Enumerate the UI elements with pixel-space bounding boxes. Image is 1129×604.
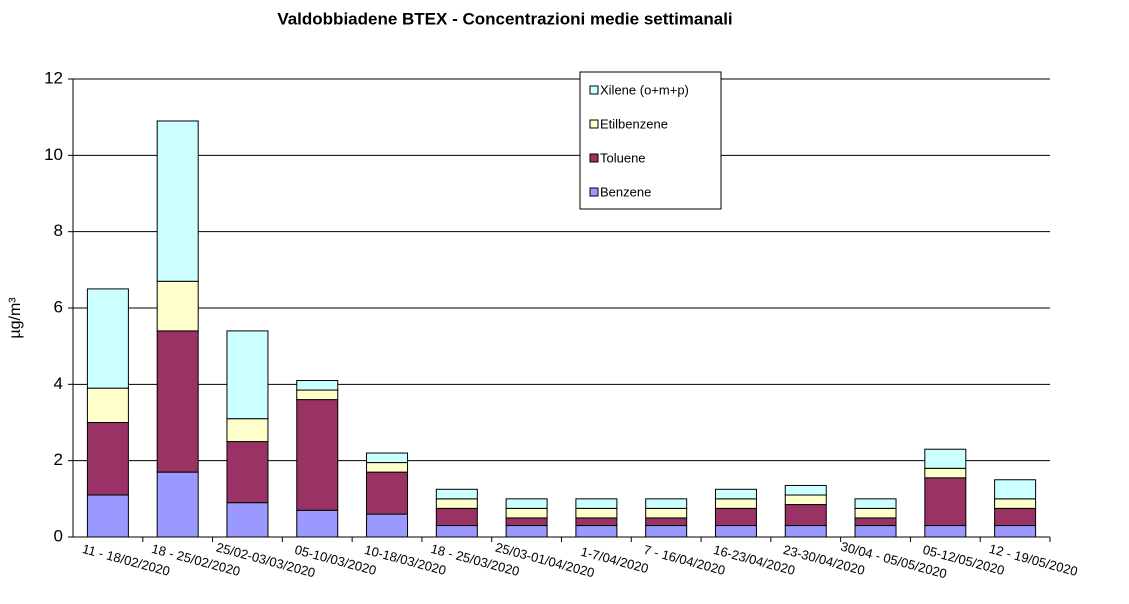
bar-segment xyxy=(86,387,129,423)
bar-segment xyxy=(994,498,1037,509)
bar-segment xyxy=(226,330,269,420)
bar-segment xyxy=(645,517,688,527)
bar-segment xyxy=(226,441,269,504)
legend-swatch xyxy=(589,119,599,129)
legend-swatch xyxy=(589,153,599,163)
legend-swatch xyxy=(589,187,599,197)
bar-segment xyxy=(435,488,478,500)
bar-segment xyxy=(156,280,199,332)
bar-segment xyxy=(296,380,339,391)
y-tick-label: 12 xyxy=(44,68,63,87)
bar-segment xyxy=(714,488,757,500)
bar-segment xyxy=(714,498,757,509)
y-tick-label: 6 xyxy=(54,297,63,316)
legend: Xilene (o+m+p) Etilbenzene Toluene Benzene xyxy=(579,71,722,210)
bar-segment xyxy=(296,399,339,511)
bar-segment xyxy=(435,525,478,538)
bar-segment xyxy=(924,448,967,469)
bar-segment xyxy=(924,477,967,527)
bar-segment xyxy=(994,507,1037,527)
bar-segment xyxy=(366,513,409,538)
bar-segment xyxy=(86,288,129,389)
bar-segment xyxy=(86,422,129,496)
legend-swatch xyxy=(589,85,599,95)
bar-segment xyxy=(924,467,967,479)
bar-segment xyxy=(575,525,618,538)
bar-segment xyxy=(994,525,1037,538)
legend-label: Etilbenzene xyxy=(600,116,668,131)
legend-box xyxy=(579,71,722,210)
bar-segment xyxy=(366,452,409,464)
bar-segment xyxy=(784,494,827,506)
legend-label: Toluene xyxy=(600,150,646,165)
bar-segment xyxy=(156,120,199,282)
bar-segment xyxy=(575,517,618,527)
bar-segment xyxy=(156,471,199,538)
bar-segment xyxy=(86,494,129,538)
bar-segment xyxy=(854,525,897,538)
bar-segment xyxy=(575,507,618,519)
bar-segment xyxy=(784,484,827,496)
y-tick-label: 8 xyxy=(54,221,63,240)
y-tick-label: 2 xyxy=(54,450,63,469)
bar-segment xyxy=(924,525,967,538)
y-axis-label: µg/m³ xyxy=(7,297,24,339)
bar-segment xyxy=(366,462,409,473)
bar-segment xyxy=(505,517,548,527)
bar-segment xyxy=(994,479,1037,500)
bar-segment xyxy=(296,509,339,538)
bar-segment xyxy=(366,471,409,515)
bar-segment xyxy=(156,330,199,473)
bar-segment xyxy=(226,418,269,443)
bar-segment xyxy=(645,507,688,519)
bar-segment xyxy=(226,502,269,538)
bar-segment xyxy=(645,525,688,538)
bar-segment xyxy=(505,498,548,509)
legend-label: Xilene (o+m+p) xyxy=(600,82,689,97)
bar-segment xyxy=(575,498,618,509)
bar-segment xyxy=(714,507,757,527)
bar-segment xyxy=(854,517,897,527)
legend-label: Benzene xyxy=(600,184,651,199)
y-tick-label: 10 xyxy=(44,145,63,164)
bar-segment xyxy=(505,525,548,538)
bar-segment xyxy=(784,504,827,527)
bar-segment xyxy=(435,507,478,527)
bar-segment xyxy=(435,498,478,509)
bar-segment xyxy=(854,507,897,519)
bar-segment xyxy=(296,389,339,401)
y-tick-label: 4 xyxy=(54,374,63,393)
bar-segment xyxy=(784,525,827,538)
bar-segment xyxy=(505,507,548,519)
bar-segment xyxy=(854,498,897,509)
bar-segment xyxy=(645,498,688,509)
bar-segment xyxy=(714,525,757,538)
y-tick-label: 0 xyxy=(54,526,63,545)
chart-title: Valdobbiadene BTEX - Concentrazioni medi… xyxy=(277,9,732,28)
